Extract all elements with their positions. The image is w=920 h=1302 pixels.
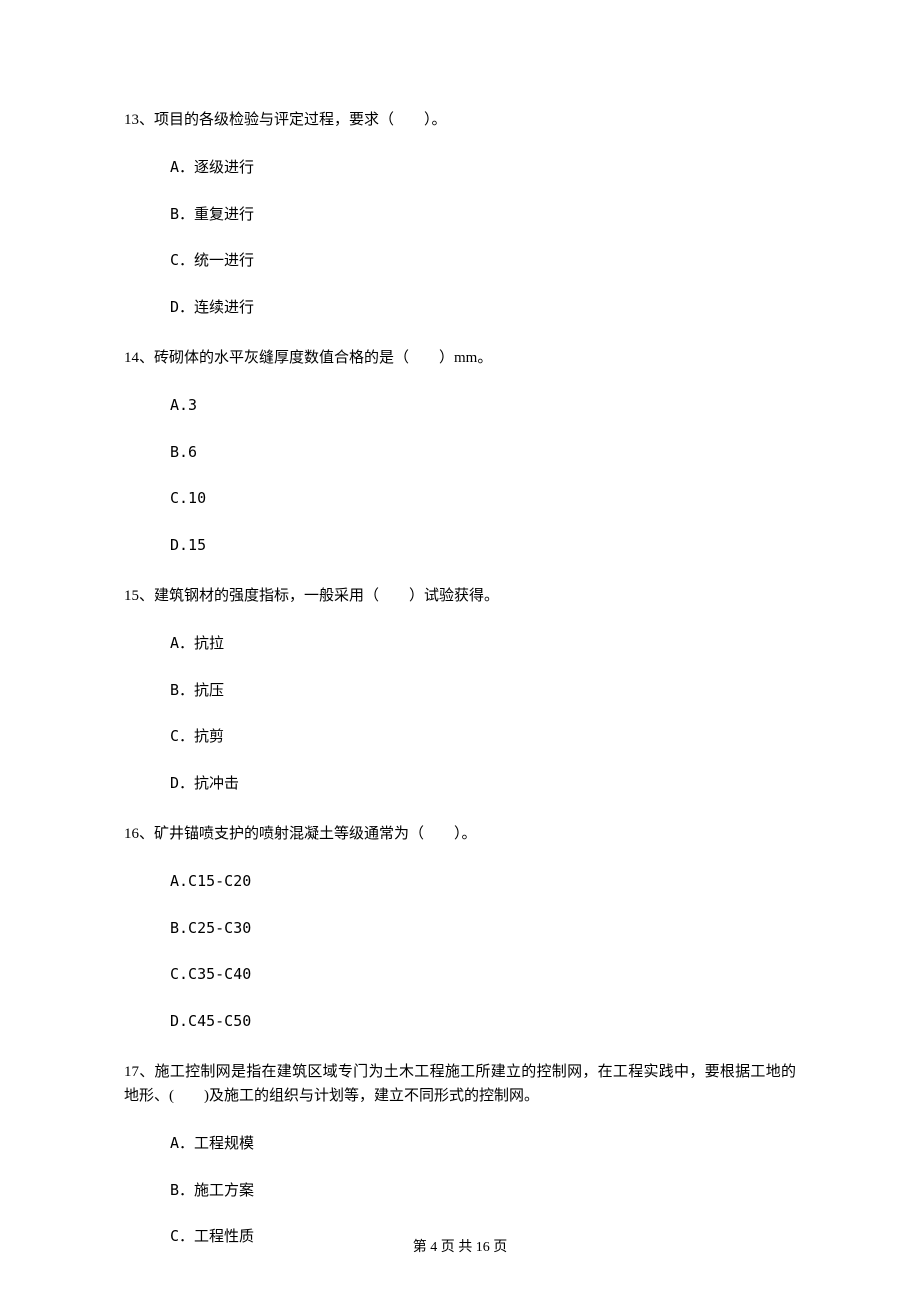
option-b: B.C25-C30 <box>170 917 796 940</box>
question-stem: 15、建筑钢材的强度指标，一般采用（ ）试验获得。 <box>124 584 796 608</box>
option-a: A.3 <box>170 394 796 417</box>
option-a: A．抗拉 <box>170 632 796 655</box>
option-d: D．抗冲击 <box>170 772 796 795</box>
option-a: A.C15-C20 <box>170 870 796 893</box>
question-options: A.3 B.6 C.10 D.15 <box>124 394 796 556</box>
question-13: 13、项目的各级检验与评定过程，要求（ ）。 A．逐级进行 B．重复进行 C．统… <box>124 108 796 318</box>
question-16: 16、矿井锚喷支护的喷射混凝土等级通常为（ ）。 A.C15-C20 B.C25… <box>124 822 796 1032</box>
question-14: 14、砖砌体的水平灰缝厚度数值合格的是（ ）mm。 A.3 B.6 C.10 D… <box>124 346 796 556</box>
question-stem: 16、矿井锚喷支护的喷射混凝土等级通常为（ ）。 <box>124 822 796 846</box>
option-a: A．逐级进行 <box>170 156 796 179</box>
option-c: C．统一进行 <box>170 249 796 272</box>
option-c: C.10 <box>170 487 796 510</box>
question-stem: 14、砖砌体的水平灰缝厚度数值合格的是（ ）mm。 <box>124 346 796 370</box>
question-stem: 17、施工控制网是指在建筑区域专门为土木工程施工所建立的控制网，在工程实践中，要… <box>124 1060 796 1108</box>
option-b: B．抗压 <box>170 679 796 702</box>
page-content: 13、项目的各级检验与评定过程，要求（ ）。 A．逐级进行 B．重复进行 C．统… <box>0 0 920 1248</box>
question-options: A．抗拉 B．抗压 C．抗剪 D．抗冲击 <box>124 632 796 794</box>
question-options: A．工程规模 B．施工方案 C．工程性质 <box>124 1132 796 1248</box>
question-options: A.C15-C20 B.C25-C30 C.C35-C40 D.C45-C50 <box>124 870 796 1032</box>
option-a: A．工程规模 <box>170 1132 796 1155</box>
option-c: C．抗剪 <box>170 725 796 748</box>
option-c: C.C35-C40 <box>170 963 796 986</box>
option-d: D.C45-C50 <box>170 1010 796 1033</box>
question-15: 15、建筑钢材的强度指标，一般采用（ ）试验获得。 A．抗拉 B．抗压 C．抗剪… <box>124 584 796 794</box>
option-b: B.6 <box>170 441 796 464</box>
page-footer: 第 4 页 共 16 页 <box>0 1236 920 1256</box>
question-17: 17、施工控制网是指在建筑区域专门为土木工程施工所建立的控制网，在工程实践中，要… <box>124 1060 796 1248</box>
question-options: A．逐级进行 B．重复进行 C．统一进行 D．连续进行 <box>124 156 796 318</box>
question-stem: 13、项目的各级检验与评定过程，要求（ ）。 <box>124 108 796 132</box>
option-b: B．重复进行 <box>170 203 796 226</box>
option-b: B．施工方案 <box>170 1179 796 1202</box>
option-d: D.15 <box>170 534 796 557</box>
option-d: D．连续进行 <box>170 296 796 319</box>
